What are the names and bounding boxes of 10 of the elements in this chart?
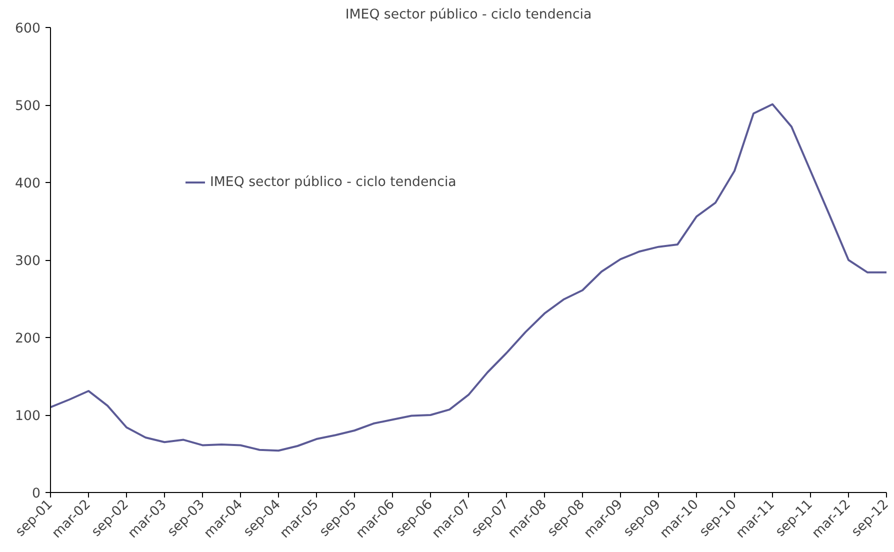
y-tick-label: 400: [15, 176, 41, 192]
legend-label: IMEQ sector público - ciclo tendencia: [210, 174, 456, 190]
y-tick-label: 100: [15, 409, 41, 424]
line-series: [50, 103, 886, 452]
y-tick-label: 600: [15, 22, 41, 36]
chart-title: IMEQ sector público - ciclo tendencia: [345, 8, 592, 22]
y-tick-label: 500: [15, 99, 41, 114]
y-tick-label: 200: [15, 332, 41, 346]
y-tick-label: 0: [32, 486, 41, 502]
y-tick-label: 300: [15, 254, 41, 269]
